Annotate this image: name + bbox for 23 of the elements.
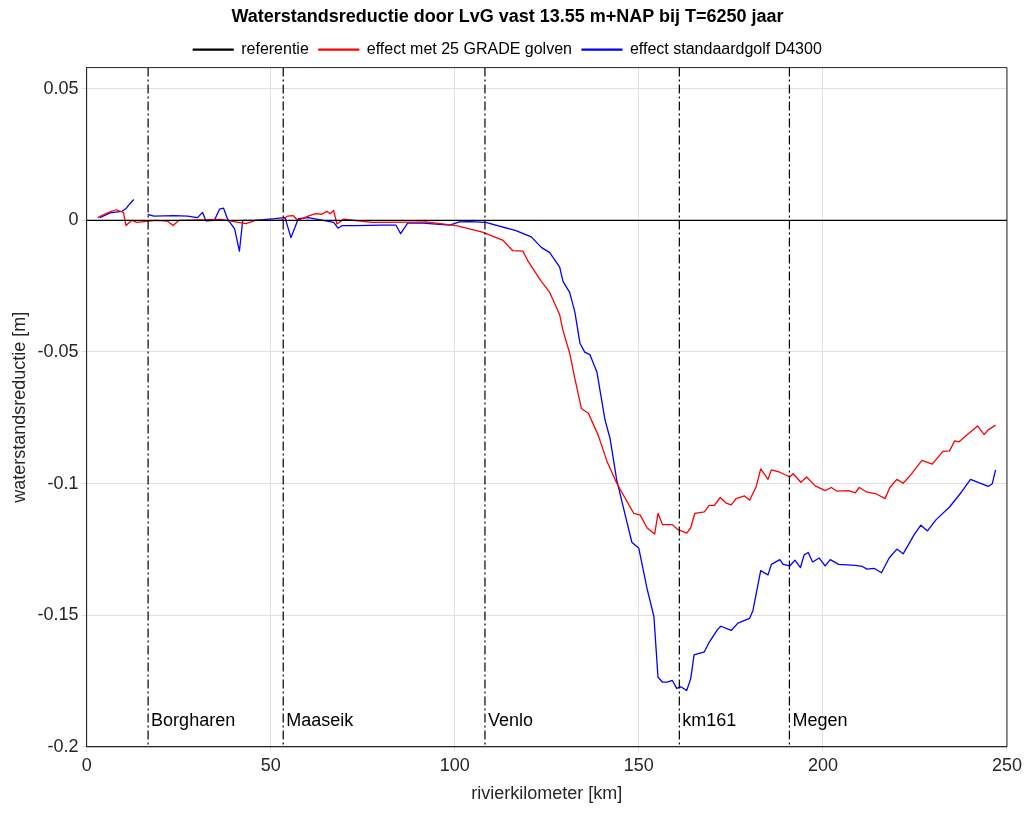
y-axis-title: waterstandsreductie [m]: [8, 311, 29, 504]
ref-line-label: Borgharen: [151, 709, 236, 730]
legend-label: effect met 25 GRADE golven: [366, 40, 572, 58]
ref-line-label: Maaseik: [286, 709, 355, 730]
y-tick-label: 0.05: [43, 77, 79, 98]
y-tick-label: -0.2: [47, 735, 79, 756]
chart-title: Waterstandsreductie door LvG vast 13.55 m+NAP bij T=6250 jaar: [231, 5, 784, 26]
x-axis-title: rivierkilometer [km]: [471, 783, 623, 804]
x-tick-label: 250: [991, 754, 1023, 775]
x-tick-label: 200: [807, 754, 838, 775]
x-tick-label: 50: [260, 754, 281, 775]
y-tick-label: -0.15: [37, 604, 79, 625]
y-tick-label: -0.1: [47, 472, 79, 493]
y-tick-label: 0: [68, 209, 79, 230]
legend-label: referentie: [241, 40, 309, 58]
y-tick-label: -0.05: [37, 340, 79, 361]
x-tick-label: 100: [439, 754, 470, 775]
x-tick-label: 150: [623, 754, 654, 775]
legend-label: effect standaardgolf D4300: [629, 40, 822, 58]
ref-line-label: km161: [682, 709, 737, 730]
ref-line-label: Megen: [792, 709, 848, 730]
x-tick-label: 0: [81, 754, 92, 775]
ref-line-label: Venlo: [487, 709, 533, 730]
